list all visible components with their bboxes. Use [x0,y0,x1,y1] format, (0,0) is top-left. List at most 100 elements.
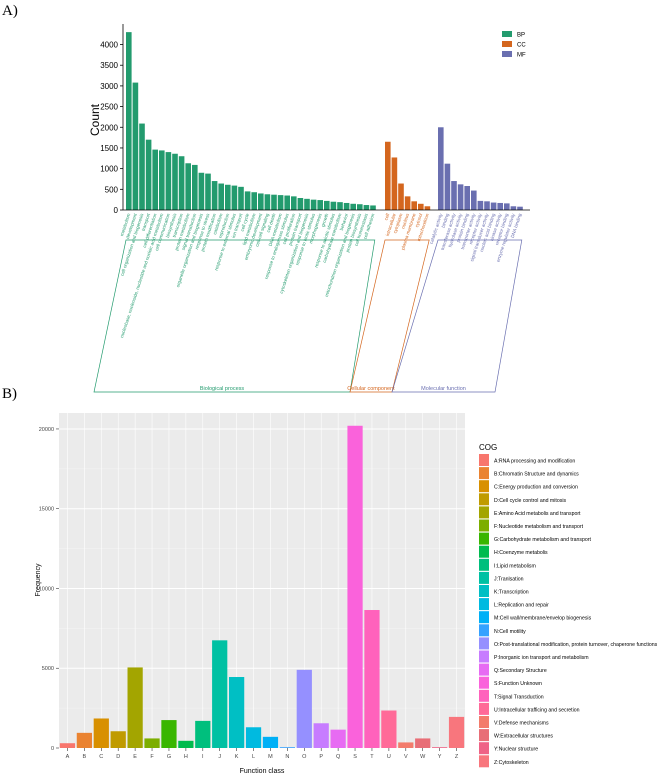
term-label: transport [141,212,152,231]
y-tick-label: 1500 [100,144,118,153]
bar-cc [404,196,411,210]
group-bracket-bp [93,239,376,393]
term-label: growth [320,212,329,227]
bar-bp [211,181,218,210]
bar-bp [145,139,152,210]
bar-bp [152,149,158,210]
bar-bp [126,32,132,210]
bar-mf [451,181,457,210]
legend-swatch [479,676,489,689]
legend-swatch [479,506,489,519]
plot-panel [59,413,465,748]
legend-label: F:Nucleotide metabolism and transport [494,524,584,530]
legend-swatch [479,454,489,466]
bar-j [212,640,228,748]
legend-label: D:Cell cycle control and mitosis [494,498,566,504]
legend-swatch [479,467,489,480]
bar-i [195,720,211,748]
bar-bp [132,82,139,210]
legend-label: P:Inorganic ion transport and metabolism [494,655,589,661]
legend-swatch [479,480,489,493]
legend-label: Y:Nuclear structure [494,747,538,753]
bar-z [448,716,465,748]
bar-mf [464,186,470,210]
y-tick-label: 10000 [39,586,54,592]
bar-bp [238,186,244,210]
legend-swatch [479,663,489,676]
x-tick-label: E [133,754,137,760]
y-tick-label: 500 [105,185,119,194]
legend-swatch [479,571,489,584]
bar-bp [139,123,145,210]
bar-s [347,425,363,748]
legend-swatch [502,41,512,47]
x-tick-label: A [66,754,70,760]
legend-swatch [479,637,489,650]
y-tick-label: 15000 [39,507,54,513]
legend-title: COG [479,443,497,452]
bar-bp [165,152,172,210]
y-tick-label: 0 [51,746,54,752]
legend-swatch [479,702,489,715]
x-tick-label: F [150,754,154,760]
legend-label: K:Transcription [494,590,529,596]
bar-mf [471,190,477,210]
bar-mf [510,206,517,210]
bar-bp [198,172,205,210]
bar-cc [385,141,391,210]
cog-chart: 0 5000 10000 15000 20000 A B C D E F G H I J K L M N O P Q S T U… [35,413,658,775]
legend-label: MF [517,53,526,59]
bar-b [76,732,92,748]
bar-bp [231,185,238,210]
bar-bp [218,183,224,210]
bar-bp [370,205,376,210]
bar-bp [264,194,271,210]
bar-q [330,729,346,748]
legend-label: C:Energy production and conversion [494,485,578,491]
bar-bp [324,200,330,210]
term-label: nucleus [400,212,410,229]
group-bracket-cc [349,239,430,393]
x-tick-label: K [235,754,239,760]
x-tick-label: G [167,754,171,760]
legend-label: BP [517,33,525,39]
bar-bp [225,184,231,210]
legend-label: O:Post-translational modification, prote… [494,642,658,648]
legend-label: W:Extracellular structures [494,734,553,740]
y-tick-label: 3500 [100,61,118,70]
bar-bp [277,195,284,210]
bar-cc [418,203,424,210]
x-tick-label: S [353,754,357,760]
bar-c [93,718,109,748]
bar-bp [258,193,264,210]
legend-label: G:Carbohydrate metabolism and transport [494,537,591,543]
bar-y [432,747,448,748]
bar-mf [444,163,451,210]
y-tick-label: 4000 [100,41,118,50]
legend-swatch [479,545,489,558]
x-tick-label: O [302,754,307,760]
bar-bp [330,201,337,210]
panel-b-label: B) [2,386,17,402]
legend-swatch [479,493,489,506]
bar-bp [363,205,370,210]
legend-label: H:Coenzyme metabolis [494,550,548,556]
bar-l [245,727,262,748]
legend-swatch [479,598,489,611]
legend-swatch [479,755,489,768]
bar-o [296,669,312,748]
legend-swatch [479,742,489,755]
y-tick-label: 0 [114,206,119,215]
bar-bp [244,191,251,210]
legend-swatch [479,729,489,742]
legend-swatch [479,611,489,624]
legend-swatch [479,532,489,545]
x-tick-label: U [387,754,391,760]
bar-mf [438,127,444,210]
bar-mf [497,202,503,210]
bar-cc [398,183,404,210]
bar-a [59,743,76,748]
bar-bp [284,195,290,210]
